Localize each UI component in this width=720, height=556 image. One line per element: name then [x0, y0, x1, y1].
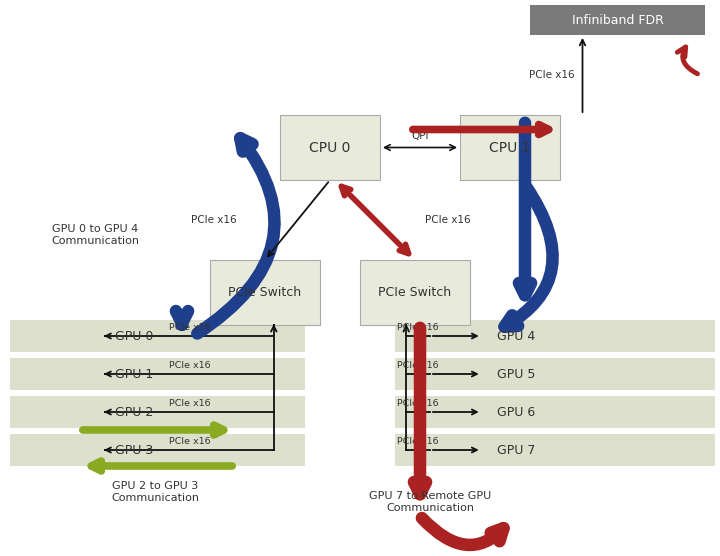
Text: PCIe x16: PCIe x16	[169, 361, 211, 370]
Text: PCIe x16: PCIe x16	[425, 215, 471, 225]
Text: Infiniband FDR: Infiniband FDR	[572, 13, 663, 27]
Text: GPU 1: GPU 1	[114, 368, 153, 380]
FancyBboxPatch shape	[10, 434, 305, 466]
Text: GPU 2: GPU 2	[114, 405, 153, 419]
Text: GPU 2 to GPU 3
Communication: GPU 2 to GPU 3 Communication	[111, 481, 199, 503]
FancyBboxPatch shape	[395, 358, 715, 390]
FancyBboxPatch shape	[395, 396, 715, 428]
FancyBboxPatch shape	[210, 260, 320, 325]
Text: PCIe Switch: PCIe Switch	[379, 286, 451, 299]
Text: QPI: QPI	[411, 132, 428, 141]
Text: PCIe x16: PCIe x16	[192, 215, 237, 225]
Text: PCIe x16: PCIe x16	[169, 399, 211, 408]
Text: PCIe x16: PCIe x16	[169, 323, 211, 332]
Text: GPU 4: GPU 4	[498, 330, 536, 342]
FancyBboxPatch shape	[10, 358, 305, 390]
FancyBboxPatch shape	[10, 320, 305, 352]
Text: GPU 3: GPU 3	[114, 444, 153, 456]
FancyArrowPatch shape	[678, 47, 698, 74]
FancyBboxPatch shape	[530, 5, 705, 35]
Text: CPU 1: CPU 1	[490, 141, 531, 155]
Text: PCIe x16: PCIe x16	[397, 399, 439, 408]
Text: GPU 0 to GPU 4
Communication: GPU 0 to GPU 4 Communication	[51, 224, 139, 246]
FancyBboxPatch shape	[460, 115, 560, 180]
FancyBboxPatch shape	[280, 115, 380, 180]
Text: GPU 7 to Remote GPU
Communication: GPU 7 to Remote GPU Communication	[369, 491, 491, 513]
Text: PCIe x16: PCIe x16	[397, 323, 439, 332]
Text: GPU 5: GPU 5	[498, 368, 536, 380]
FancyArrowPatch shape	[176, 311, 188, 325]
Text: PCIe x16: PCIe x16	[397, 361, 439, 370]
FancyArrowPatch shape	[505, 187, 553, 327]
Text: CPU 0: CPU 0	[310, 141, 351, 155]
Text: PCIe Switch: PCIe Switch	[228, 286, 302, 299]
Text: PCIe x16: PCIe x16	[397, 437, 439, 446]
FancyArrowPatch shape	[197, 138, 274, 334]
Text: GPU 7: GPU 7	[498, 444, 536, 456]
Text: GPU 0: GPU 0	[114, 330, 153, 342]
Text: PCIe x16: PCIe x16	[169, 437, 211, 446]
FancyBboxPatch shape	[395, 434, 715, 466]
Text: GPU 6: GPU 6	[498, 405, 536, 419]
FancyBboxPatch shape	[10, 396, 305, 428]
FancyArrowPatch shape	[519, 123, 531, 295]
Text: PCIe x16: PCIe x16	[529, 70, 575, 80]
FancyArrowPatch shape	[414, 328, 426, 494]
FancyBboxPatch shape	[360, 260, 470, 325]
FancyArrowPatch shape	[422, 518, 503, 545]
FancyBboxPatch shape	[395, 320, 715, 352]
